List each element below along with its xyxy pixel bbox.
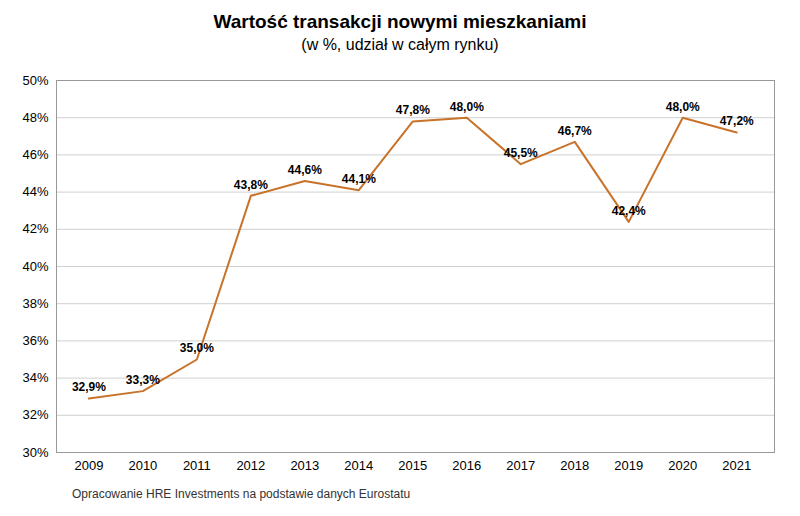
html-text:Opracowanie HRE Investments na: Opracowanie HRE Investments na podstawie…	[72, 487, 411, 501]
html-text:(w %, udział w całym rynku): (w %, udział w całym rynku)	[301, 36, 499, 53]
svg-text:46%: 46%	[22, 147, 48, 162]
svg-text:2021: 2021	[722, 458, 751, 473]
svg-text:2014: 2014	[344, 458, 373, 473]
svg-text:44,6%: 44,6%	[288, 163, 322, 177]
svg-text:2020: 2020	[668, 458, 697, 473]
svg-text:35,0%: 35,0%	[180, 341, 214, 355]
svg-text:40%: 40%	[22, 259, 48, 274]
svg-text:32,9%: 32,9%	[72, 380, 106, 394]
svg-text:2013: 2013	[290, 458, 319, 473]
svg-text:2019: 2019	[614, 458, 643, 473]
svg-text:2011: 2011	[183, 458, 211, 473]
svg-text:42,4%: 42,4%	[612, 204, 646, 218]
svg-text:44,1%: 44,1%	[342, 172, 376, 186]
svg-text:30%: 30%	[22, 445, 48, 460]
svg-text:2010: 2010	[128, 458, 157, 473]
svg-text:46,7%: 46,7%	[558, 124, 592, 138]
svg-text:2016: 2016	[452, 458, 481, 473]
svg-text:33,3%: 33,3%	[126, 373, 160, 387]
svg-text:38%: 38%	[22, 296, 48, 311]
html-text:Wartość transakcji nowymi mies: Wartość transakcji nowymi mieszkaniami	[213, 11, 587, 32]
svg-text:44%: 44%	[22, 184, 48, 199]
svg-text:43,8%: 43,8%	[234, 178, 268, 192]
svg-text:45,5%: 45,5%	[504, 146, 538, 160]
svg-text:2017: 2017	[506, 458, 535, 473]
svg-text:2018: 2018	[560, 458, 589, 473]
svg-text:48%: 48%	[22, 110, 48, 125]
svg-text:32%: 32%	[22, 407, 48, 422]
svg-text:47,8%: 47,8%	[396, 103, 430, 117]
svg-text:2012: 2012	[236, 458, 265, 473]
svg-text:2009: 2009	[74, 458, 103, 473]
svg-text:47,2%: 47,2%	[720, 114, 754, 128]
svg-text:42%: 42%	[22, 221, 48, 236]
svg-text:50%: 50%	[22, 73, 48, 88]
svg-text:48,0%: 48,0%	[450, 100, 484, 114]
svg-text:48,0%: 48,0%	[666, 100, 700, 114]
svg-text:2015: 2015	[398, 458, 427, 473]
svg-text:36%: 36%	[22, 333, 48, 348]
svg-text:34%: 34%	[22, 370, 48, 385]
